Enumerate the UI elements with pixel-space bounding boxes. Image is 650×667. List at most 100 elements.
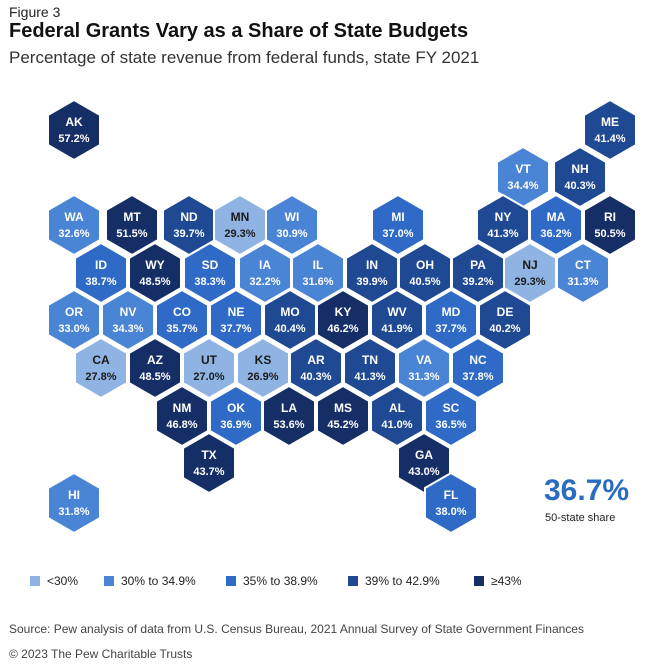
state-abbr: ME xyxy=(601,115,619,129)
state-abbr: MI xyxy=(391,210,404,224)
state-abbr: IA xyxy=(259,258,271,272)
state-value: 38.7% xyxy=(85,276,116,288)
state-hex xyxy=(262,384,316,448)
state-hex xyxy=(371,193,425,257)
state-tile-al: AL 41.0% xyxy=(370,384,424,448)
state-value: 38.0% xyxy=(435,506,466,518)
state-abbr: CO xyxy=(173,305,191,319)
state-abbr: NY xyxy=(495,210,512,224)
state-hex xyxy=(47,98,101,162)
state-abbr: GA xyxy=(415,448,433,462)
legend-swatch xyxy=(348,576,358,586)
state-abbr: NC xyxy=(469,353,487,367)
state-abbr: VT xyxy=(515,162,531,176)
state-abbr: TN xyxy=(362,353,378,367)
state-tile-ky: KY 46.2% xyxy=(316,288,370,352)
state-abbr: MT xyxy=(123,210,141,224)
state-tile-wy: WY 48.5% xyxy=(128,241,182,305)
state-value: 45.2% xyxy=(327,419,358,431)
state-abbr: NV xyxy=(120,305,137,319)
state-tile-sd: SD 38.3% xyxy=(183,241,237,305)
state-tile-fl: FL 38.0% xyxy=(424,471,478,535)
state-hex xyxy=(370,384,424,448)
state-value: 39.7% xyxy=(173,228,204,240)
state-hex xyxy=(128,336,182,400)
state-tile-ne: NE 37.7% xyxy=(209,288,263,352)
state-hex xyxy=(236,336,290,400)
state-tile-hi: HI 31.8% xyxy=(47,471,101,535)
page-title: Federal Grants Vary as a Share of State … xyxy=(9,20,469,42)
state-value: 35.7% xyxy=(166,323,197,335)
state-abbr: IL xyxy=(313,258,324,272)
state-tile-wv: WV 41.9% xyxy=(370,288,424,352)
state-hex xyxy=(47,193,101,257)
state-abbr: ND xyxy=(180,210,198,224)
state-hex xyxy=(182,431,236,495)
legend-label: 39% to 42.9% xyxy=(365,574,440,588)
state-abbr: MD xyxy=(442,305,461,319)
state-value: 36.5% xyxy=(435,419,466,431)
state-tile-pa: PA 39.2% xyxy=(451,241,505,305)
state-value: 30.9% xyxy=(276,228,307,240)
state-hex xyxy=(397,336,451,400)
state-abbr: WY xyxy=(145,258,164,272)
state-value: 50.5% xyxy=(594,228,625,240)
state-tile-or: OR 33.0% xyxy=(47,288,101,352)
state-value: 51.5% xyxy=(116,228,147,240)
state-hex xyxy=(370,288,424,352)
state-value: 34.3% xyxy=(112,323,143,335)
state-value: 26.9% xyxy=(247,371,278,383)
state-hex xyxy=(289,336,343,400)
state-abbr: PA xyxy=(470,258,486,272)
state-abbr: WI xyxy=(285,210,300,224)
state-abbr: AK xyxy=(65,115,83,129)
state-abbr: DE xyxy=(497,305,514,319)
state-tile-co: CO 35.7% xyxy=(155,288,209,352)
state-hex xyxy=(265,193,319,257)
legend-item-lt30: <30% xyxy=(30,574,78,588)
legend-item-ge43: ≥43% xyxy=(474,574,522,588)
state-tile-in: IN 39.9% xyxy=(345,241,399,305)
state-abbr: AZ xyxy=(147,353,163,367)
state-value: 46.8% xyxy=(166,419,197,431)
state-hex xyxy=(478,288,532,352)
state-abbr: NJ xyxy=(522,258,537,272)
state-tile-mo: MO 40.4% xyxy=(263,288,317,352)
state-tile-ri: RI 50.5% xyxy=(583,193,637,257)
state-tile-tn: TN 41.3% xyxy=(343,336,397,400)
state-abbr: OH xyxy=(416,258,434,272)
legend-item-39-42: 39% to 42.9% xyxy=(348,574,440,588)
state-tile-me: ME 41.4% xyxy=(583,98,637,162)
state-tile-ar: AR 40.3% xyxy=(289,336,343,400)
state-value: 39.9% xyxy=(356,276,387,288)
state-value: 29.3% xyxy=(224,228,255,240)
state-value: 40.5% xyxy=(409,276,440,288)
state-hex xyxy=(182,336,236,400)
legend-swatch xyxy=(474,576,484,586)
state-value: 43.0% xyxy=(408,466,439,478)
state-value: 27.8% xyxy=(85,371,116,383)
state-value: 41.3% xyxy=(354,371,385,383)
state-tile-sc: SC 36.5% xyxy=(424,384,478,448)
state-hex xyxy=(553,145,607,209)
state-tile-ct: CT 31.3% xyxy=(556,241,610,305)
state-abbr: AR xyxy=(307,353,325,367)
legend-label: ≥43% xyxy=(491,574,522,588)
state-abbr: OR xyxy=(65,305,83,319)
state-tile-md: MD 37.7% xyxy=(424,288,478,352)
legend-swatch xyxy=(104,576,114,586)
state-value: 53.6% xyxy=(273,419,304,431)
state-hex xyxy=(74,241,128,305)
legend-swatch xyxy=(226,576,236,586)
state-value: 34.4% xyxy=(507,180,538,192)
state-tile-mn: MN 29.3% xyxy=(213,193,267,257)
state-value: 37.7% xyxy=(435,323,466,335)
state-value: 31.3% xyxy=(408,371,439,383)
state-tile-mi: MI 37.0% xyxy=(371,193,425,257)
fifty-state-share-label: 50-state share xyxy=(545,512,616,524)
state-tile-ca: CA 27.8% xyxy=(74,336,128,400)
state-abbr: CA xyxy=(92,353,110,367)
state-value: 36.2% xyxy=(540,228,571,240)
legend-label: 30% to 34.9% xyxy=(121,574,196,588)
